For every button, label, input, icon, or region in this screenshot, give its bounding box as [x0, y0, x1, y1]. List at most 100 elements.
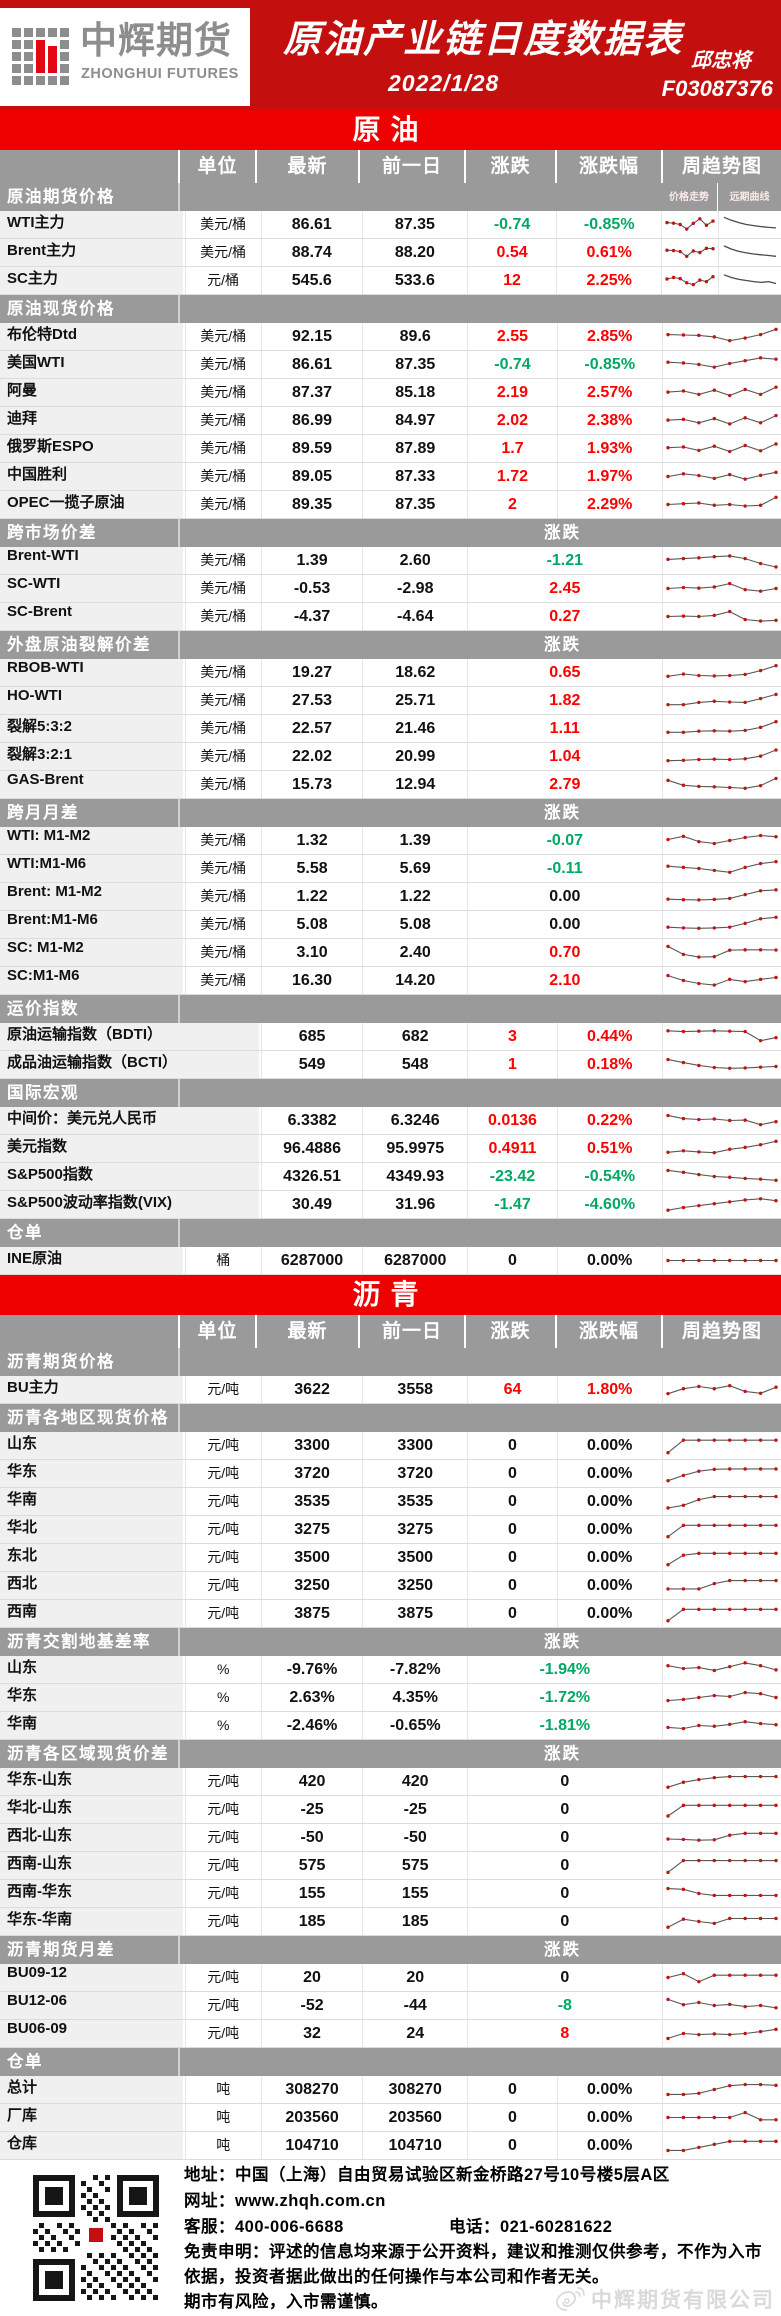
row-label: OPEC一揽子原油	[0, 491, 185, 518]
cell-change: 0.54	[466, 239, 557, 266]
cell-previous: 87.35	[362, 491, 467, 518]
cell-week-trend	[661, 463, 781, 490]
cell-unit: 元/吨	[184, 1796, 261, 1823]
price-trend-sparkline	[665, 2139, 778, 2153]
cell-previous: 89.6	[362, 323, 467, 350]
cell-week-trend	[661, 1432, 781, 1459]
cell-unit: 美元/桶	[184, 351, 261, 378]
cell-latest: -9.76%	[260, 1656, 363, 1683]
subheader-forward-curve: 远期曲线	[729, 192, 770, 203]
cell-week-trend	[661, 1544, 781, 1571]
row-label: 美国WTI	[0, 351, 185, 378]
qr-code	[26, 2168, 166, 2308]
cell-change: 64	[467, 1376, 557, 1403]
price-trend-sparkline	[665, 356, 778, 369]
section-row: 仓单	[0, 1219, 781, 1247]
cell-week-trend	[661, 435, 781, 462]
price-trend-sparkline	[665, 944, 778, 959]
cell-change-percent: 0.22%	[556, 1107, 662, 1134]
table-row: 华北 元/吨 3275 3275 0 0.00%	[0, 1516, 781, 1544]
cell-unit: 美元/桶	[184, 575, 261, 602]
column-header-prev: 前一日	[358, 150, 464, 183]
section-change-label: 涨跌	[544, 524, 581, 542]
cell-change: -1.72%	[467, 1684, 661, 1711]
price-trend-sparkline	[665, 2027, 778, 2041]
cell-latest: 3720	[260, 1460, 363, 1487]
cell-week-trend	[661, 967, 781, 994]
cell-unit: 美元/桶	[184, 491, 261, 518]
cell-change: 0.0136	[467, 1107, 557, 1134]
table-row: S&P500指数 4326.51 4349.93 -23.42 -0.54%	[0, 1163, 781, 1191]
cell-latest: 203560	[260, 2104, 363, 2131]
price-trend-sparkline	[665, 1384, 778, 1396]
cell-latest: 19.27	[260, 659, 363, 686]
section-row: 沥青各区域现货价差 涨跌	[0, 1740, 781, 1768]
watermark: 中辉期货有限公司	[555, 2284, 775, 2314]
cell-unit: 美元/桶	[184, 967, 261, 994]
watermark-logo-icon	[556, 2287, 585, 2311]
cell-change: 2.02	[467, 407, 557, 434]
row-label: 华南	[0, 1488, 185, 1515]
cell-week-trend	[661, 1247, 781, 1274]
cell-change: 8	[467, 2020, 661, 2047]
table-row: 东北 元/吨 3500 3500 0 0.00%	[0, 1544, 781, 1572]
section-divider	[178, 1740, 180, 1768]
column-header-name	[0, 150, 178, 183]
cell-week-trend	[661, 1964, 781, 1991]
cell-change: 1.7	[467, 435, 557, 462]
row-label: SC-WTI	[0, 575, 185, 602]
cell-unit: 吨	[184, 2104, 261, 2131]
cell-latest: 685	[260, 1023, 363, 1050]
cell-change: 0	[467, 2132, 557, 2159]
cell-unit: 美元/桶	[184, 715, 261, 742]
cell-previous: 2.60	[362, 547, 467, 574]
row-label: HO-WTI	[0, 687, 185, 714]
cell-previous: 95.9975	[362, 1135, 467, 1162]
cell-latest: 185	[260, 1908, 363, 1935]
price-trend-sparkline	[665, 915, 778, 930]
table-row: 中间价：美元兑人民币 6.3382 6.3246 0.0136 0.22%	[0, 1107, 781, 1135]
cell-latest: 4326.51	[260, 1163, 363, 1190]
cell-change-percent: 2.29%	[556, 491, 662, 518]
cell-latest: 30.49	[260, 1191, 363, 1218]
report-date: 2022/1/28	[388, 70, 500, 96]
section-change-label: 涨跌	[544, 1941, 581, 1959]
cell-previous: 4349.93	[362, 1163, 467, 1190]
section-label: 沥青期货月差	[7, 1941, 115, 1959]
footer-contact: 客服：400-006-6688 电话：021-60281622	[184, 2214, 776, 2240]
row-label: 华东-华南	[0, 1908, 185, 1935]
row-label: SC: M1-M2	[0, 939, 185, 966]
cell-week-trend	[661, 1051, 781, 1078]
cell-change: 0.00	[467, 883, 661, 910]
cell-change: 2.10	[467, 967, 661, 994]
cell-week-trend	[661, 1376, 781, 1403]
cell-latest: 575	[260, 1852, 363, 1879]
cell-week-trend	[661, 547, 781, 574]
cell-previous: 3875	[362, 1600, 467, 1627]
cell-week-trend	[661, 603, 781, 630]
forward-curve-sparkline	[723, 245, 777, 257]
row-label: BU09-12	[0, 1964, 185, 1991]
price-trend-sparkline	[665, 1720, 778, 1731]
table-banner-crude-oil: 原油	[0, 110, 781, 150]
cell-change: 0	[467, 1964, 661, 1991]
row-label: 俄罗斯ESPO	[0, 435, 185, 462]
cell-change: 1.04	[467, 743, 661, 770]
row-label: 山东	[0, 1656, 185, 1683]
price-trend-sparkline	[665, 217, 715, 231]
cell-change: 0	[467, 2104, 557, 2131]
cell-latest: 15.73	[260, 771, 363, 798]
footer-phone: 电话：021-60281622	[448, 2218, 613, 2236]
price-trend-chart	[662, 211, 718, 238]
section-row: 仓单	[0, 2048, 781, 2076]
trend-subheaders: 价格走势 远期曲线	[661, 183, 781, 211]
row-label: 华南	[0, 1712, 185, 1739]
table-row: 华东-华南 元/吨 185 185 0	[0, 1908, 781, 1936]
table-row: 裂解5:3:2 美元/桶 22.57 21.46 1.11	[0, 715, 781, 743]
section-label: 国际宏观	[7, 1084, 79, 1102]
cell-week-trend	[661, 743, 781, 770]
cell-previous: 18.62	[362, 659, 467, 686]
table-row: 西南-山东 元/吨 575 575 0	[0, 1852, 781, 1880]
cell-change-percent: 2.57%	[556, 379, 662, 406]
cell-week-trend	[661, 1684, 781, 1711]
